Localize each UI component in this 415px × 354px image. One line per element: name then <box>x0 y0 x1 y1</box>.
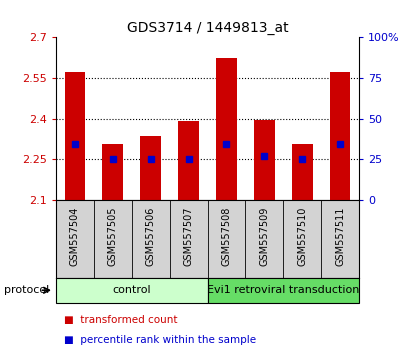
Bar <box>140 136 161 200</box>
Bar <box>330 73 350 200</box>
Text: ■  transformed count: ■ transformed count <box>64 315 178 325</box>
Bar <box>178 121 199 200</box>
Bar <box>216 58 237 200</box>
Text: GSM557507: GSM557507 <box>183 206 193 266</box>
Text: GSM557506: GSM557506 <box>146 206 156 266</box>
Title: GDS3714 / 1449813_at: GDS3714 / 1449813_at <box>127 21 288 35</box>
Text: GSM557504: GSM557504 <box>70 206 80 266</box>
Text: ■  percentile rank within the sample: ■ percentile rank within the sample <box>64 335 256 345</box>
Text: GSM557505: GSM557505 <box>108 206 118 266</box>
Text: protocol: protocol <box>4 285 49 295</box>
Bar <box>208 278 359 303</box>
Bar <box>65 73 85 200</box>
Text: GSM557508: GSM557508 <box>222 206 232 266</box>
Text: control: control <box>112 285 151 295</box>
Text: GSM557510: GSM557510 <box>297 206 307 266</box>
Text: GSM557511: GSM557511 <box>335 206 345 266</box>
Bar <box>103 144 123 200</box>
Bar <box>254 120 275 200</box>
Bar <box>56 278 208 303</box>
Bar <box>292 144 312 200</box>
Text: Evi1 retroviral transduction: Evi1 retroviral transduction <box>207 285 359 295</box>
Text: GSM557509: GSM557509 <box>259 206 269 266</box>
